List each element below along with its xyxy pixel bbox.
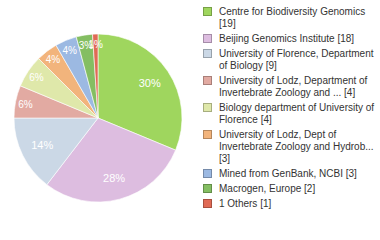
legend-swatch	[203, 199, 212, 208]
legend-label: 1 Others [1]	[219, 198, 375, 210]
slice-label: 4%	[46, 54, 61, 65]
legend-label: Macrogen, Europe [2]	[219, 183, 375, 195]
chart-root: 30%28%14%6%6%4%4%3%1% Centre for Biodive…	[0, 0, 380, 240]
legend-item: University of Florence, Department of Bi…	[203, 48, 375, 72]
legend-item: University of Lodz, Department of Invert…	[203, 75, 375, 99]
slice-label: 28%	[103, 172, 125, 184]
slices	[14, 34, 182, 202]
legend-item: Mined from GenBank, NCBI [3]	[203, 168, 375, 180]
legend-swatch	[203, 49, 212, 58]
legend-item: Beijing Genomics Institute [18]	[203, 33, 375, 45]
legend: Centre for Biodiversity Genomics [19] Bei…	[203, 6, 375, 213]
legend-label: Centre for Biodiversity Genomics [19]	[219, 6, 375, 30]
legend-item: Centre for Biodiversity Genomics [19]	[203, 6, 375, 30]
legend-swatch	[203, 7, 212, 16]
legend-swatch	[203, 34, 212, 43]
slice-label: 4%	[62, 45, 77, 56]
legend-item: Biology department of University of Flor…	[203, 102, 375, 126]
legend-label: University of Lodz, Dept of Invertebrate…	[219, 129, 375, 165]
legend-label: Mined from GenBank, NCBI [3]	[219, 168, 375, 180]
legend-label: Beijing Genomics Institute [18]	[219, 33, 375, 45]
legend-label: University of Lodz, Department of Invert…	[219, 75, 375, 99]
legend-swatch	[203, 184, 212, 193]
legend-label: University of Florence, Department of Bi…	[219, 48, 375, 72]
legend-swatch	[203, 76, 212, 85]
slice-label: 14%	[31, 139, 53, 151]
slice-labels: 30%28%14%6%6%4%4%3%1%	[18, 39, 161, 184]
legend-item: 1 Others [1]	[203, 198, 375, 210]
legend-swatch	[203, 103, 212, 112]
legend-swatch	[203, 169, 212, 178]
slice-label: 30%	[139, 77, 161, 89]
legend-item: University of Lodz, Dept of Invertebrate…	[203, 129, 375, 165]
legend-swatch	[203, 130, 212, 139]
slice-label: 6%	[29, 72, 44, 83]
legend-label: Biology department of University of Flor…	[219, 102, 375, 126]
slice-label: 1%	[88, 39, 103, 50]
pie-slice	[14, 118, 98, 185]
slice-label: 6%	[18, 99, 33, 110]
legend-item: Macrogen, Europe [2]	[203, 183, 375, 195]
